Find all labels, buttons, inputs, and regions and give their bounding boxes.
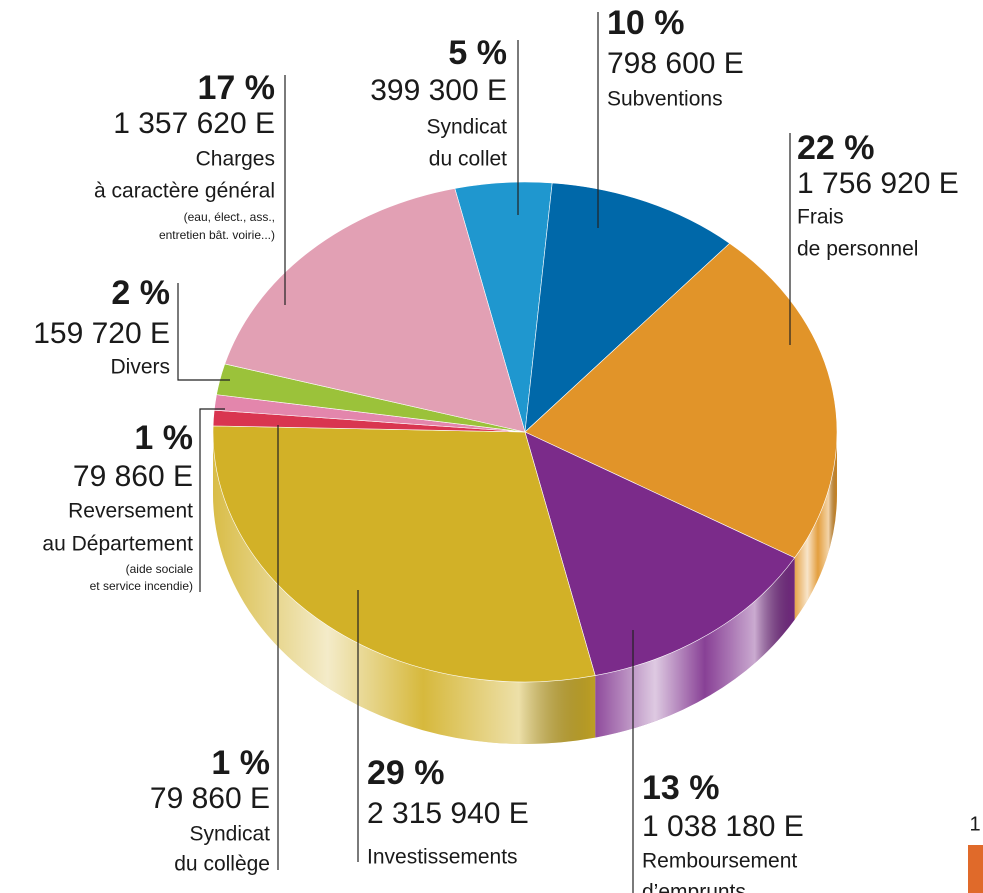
percent-label: 2 % <box>111 274 170 312</box>
amount-label: 1 038 180 E <box>642 810 804 843</box>
amount-label: 798 600 E <box>607 47 744 80</box>
category-label: de personnel <box>797 238 918 261</box>
amount-label: 79 860 E <box>150 782 270 815</box>
note-label: (eau, élect., ass., <box>184 210 275 224</box>
slice <box>224 188 526 433</box>
amount-label: 399 300 E <box>370 74 507 107</box>
category-label: Investissements <box>367 846 518 869</box>
category-label: Divers <box>110 356 170 379</box>
category-label: au Département <box>42 533 193 556</box>
percent-label: 1 % <box>134 419 193 457</box>
category-label: Charges <box>196 148 275 171</box>
category-label: d’emprunts <box>642 881 746 893</box>
note-label: (aide sociale <box>126 562 194 576</box>
percent-label: 22 % <box>797 129 875 167</box>
amount-label: 2 315 940 E <box>367 797 529 830</box>
leader-line <box>199 408 225 592</box>
slice <box>212 425 596 683</box>
category-label: Subventions <box>607 88 723 111</box>
amount-label: 1 756 920 E <box>797 167 959 200</box>
percent-label: 29 % <box>367 754 445 792</box>
pie-tops <box>212 181 838 683</box>
slice-side-shine <box>794 432 838 620</box>
category-label: du collet <box>429 148 507 171</box>
pie-sides <box>213 432 838 745</box>
category-label: Remboursement <box>642 850 797 873</box>
category-label: Syndicat <box>189 823 270 846</box>
page-tab <box>968 845 983 893</box>
note-label: entretien bât. voirie...) <box>159 228 275 242</box>
percent-label: 1 % <box>211 744 270 782</box>
category-label: Syndicat <box>426 116 507 139</box>
amount-label: 159 720 E <box>33 317 170 350</box>
slice <box>524 242 838 559</box>
note-label: et service incendie) <box>90 579 193 593</box>
slice-side-shine <box>595 557 795 738</box>
percent-label: 17 % <box>198 69 276 107</box>
percent-label: 5 % <box>448 34 507 72</box>
category-label: Frais <box>797 206 844 229</box>
category-label: Reversement <box>68 500 193 523</box>
amount-label: 1 357 620 E <box>113 107 275 140</box>
percent-label: 13 % <box>642 769 720 807</box>
page-number: 1 <box>969 813 980 835</box>
amount-label: 79 860 E <box>73 460 193 493</box>
category-label: à caractère général <box>94 180 275 203</box>
slice <box>524 182 731 433</box>
labels: 5 %399 300 E Syndicat du collet 10 % 798 600… <box>33 4 959 893</box>
slice-side-shine <box>213 432 596 745</box>
percent-label: 10 % <box>607 4 685 42</box>
slice <box>524 431 796 676</box>
leader-line <box>177 283 230 381</box>
category-label: du collège <box>174 853 270 876</box>
